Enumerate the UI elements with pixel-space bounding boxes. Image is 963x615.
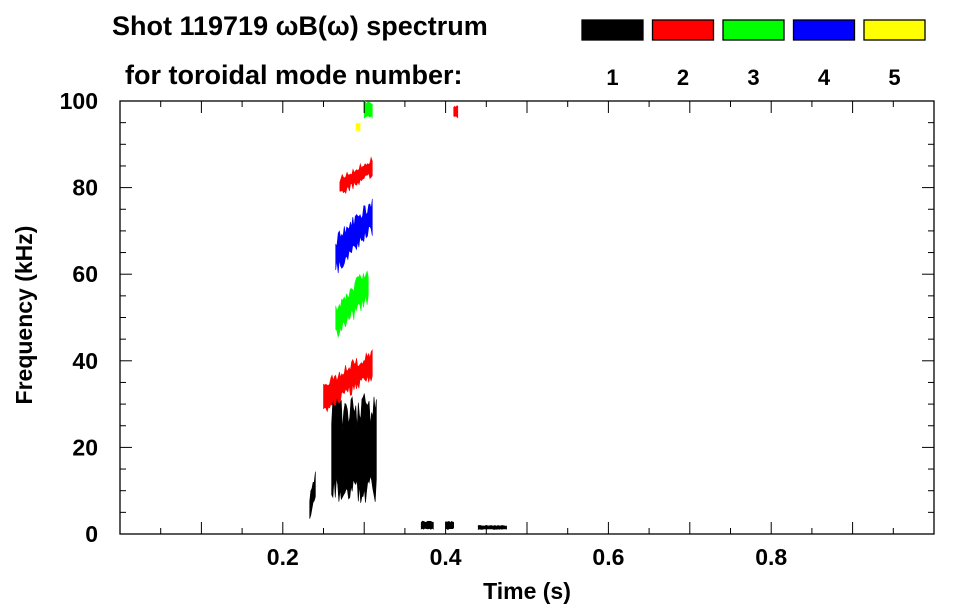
spectral-region-mode-1 xyxy=(309,471,316,519)
legend-swatch-mode-5 xyxy=(863,19,926,41)
legend-label-mode-1: 1 xyxy=(606,65,618,90)
y-tick-label: 40 xyxy=(72,348,98,374)
chart-title-line1: Shot 119719 ωB(ω) spectrum xyxy=(112,11,488,41)
y-axis-label: Frequency (kHz) xyxy=(11,226,37,405)
legend-label-mode-3: 3 xyxy=(747,65,759,90)
x-tick-label: 0.8 xyxy=(755,544,787,570)
legend-swatch-mode-2 xyxy=(651,19,715,41)
spectral-region-mode-1 xyxy=(331,390,377,503)
spectral-region-mode-1 xyxy=(445,520,455,530)
spectral-region-mode-3 xyxy=(335,270,369,339)
spectral-region-mode-3 xyxy=(363,100,373,119)
y-tick-label: 100 xyxy=(60,88,98,114)
plot-area: 0.2 0.4 0.6 0.8 0 20 40 60 80 100 xyxy=(60,88,935,570)
spectral-data xyxy=(309,100,507,530)
spectral-region-mode-1 xyxy=(420,520,434,530)
y-tick-label: 0 xyxy=(85,521,98,547)
spectral-region-mode-2 xyxy=(453,105,459,119)
y-tick-label: 20 xyxy=(72,434,98,460)
x-tick-label: 0.2 xyxy=(267,544,299,570)
spectral-region-mode-4 xyxy=(335,198,373,274)
legend-swatch-mode-3 xyxy=(722,19,785,41)
legend-label-mode-5: 5 xyxy=(888,65,900,90)
spectral-region-mode-5 xyxy=(355,122,361,132)
legend-swatch-mode-1 xyxy=(581,19,644,41)
plot-frame xyxy=(119,100,935,535)
legend-label-mode-4: 4 xyxy=(818,65,831,90)
legend-swatch-mode-4 xyxy=(792,19,856,41)
mode-legend: 1 2 3 4 5 xyxy=(581,19,926,90)
legend-label-mode-2: 2 xyxy=(677,65,689,90)
spectral-region-mode-2 xyxy=(339,156,373,194)
chart-title-line2: for toroidal mode number: xyxy=(125,60,463,90)
y-tick-label: 80 xyxy=(72,175,98,201)
x-tick-label: 0.6 xyxy=(592,544,624,570)
spectral-region-mode-1 xyxy=(477,525,507,530)
x-axis-label: Time (s) xyxy=(483,578,571,604)
spectral-region-mode-2 xyxy=(323,349,373,413)
x-tick-label: 0.4 xyxy=(430,544,462,570)
y-tick-label: 60 xyxy=(72,261,98,287)
axes: 0.2 0.4 0.6 0.8 0 20 40 60 80 100 xyxy=(60,88,934,570)
